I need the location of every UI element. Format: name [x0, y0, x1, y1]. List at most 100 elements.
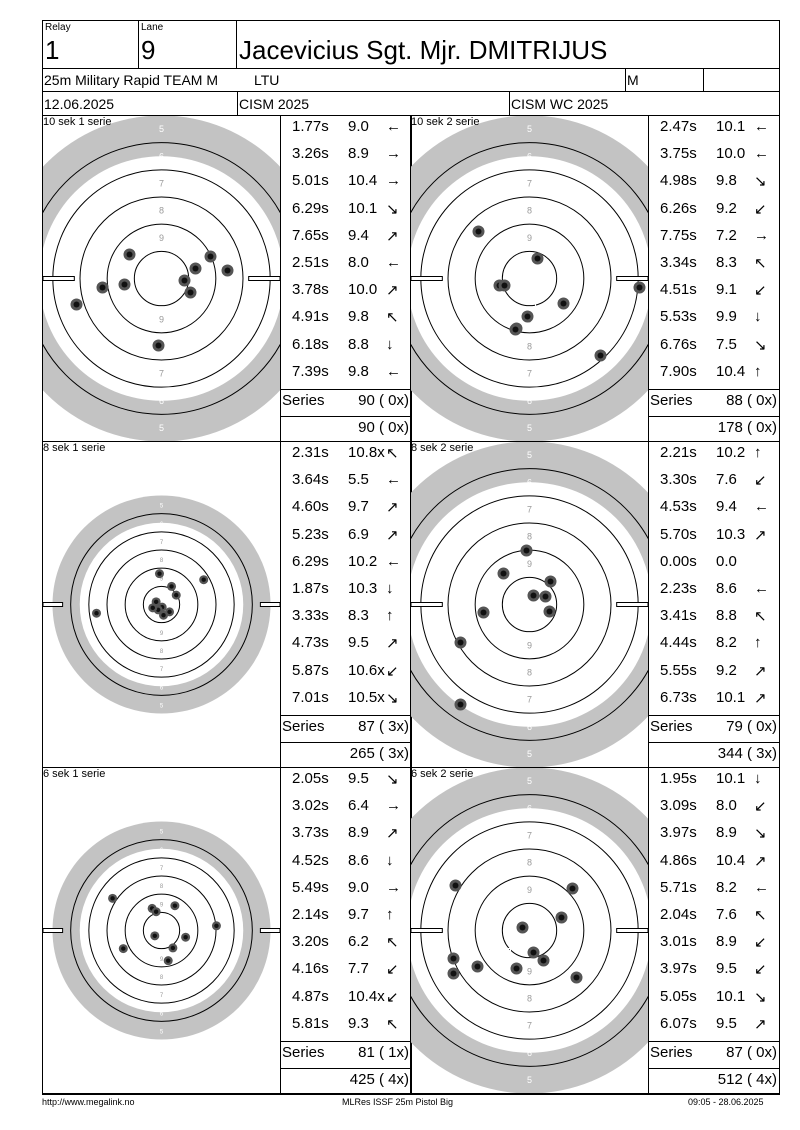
target-ring	[88, 857, 235, 1004]
shot-hole	[472, 225, 485, 238]
shot-direction-arrow-icon: ↙	[754, 282, 767, 300]
shot-hole	[221, 264, 234, 277]
shot-direction-arrow-icon: ↑	[754, 634, 762, 652]
shot-score: 8.9	[716, 824, 737, 842]
shot-direction-arrow-icon: ↙	[754, 934, 767, 952]
shot-direction-arrow-icon: ↙	[386, 988, 399, 1006]
shot-time: 2.05s	[292, 770, 329, 787]
shot-direction-arrow-icon: ↓	[386, 335, 394, 353]
ring-number: 5	[160, 830, 164, 836]
shot-hole	[167, 581, 177, 591]
shot-score: 9.1	[716, 281, 737, 299]
target-side-bar	[43, 928, 64, 933]
series-title: 6 sek 2 serie	[411, 768, 474, 780]
ring-number: 8	[159, 206, 164, 216]
relay-cell: Relay 1	[42, 20, 139, 69]
shot-time: 2.04s	[660, 906, 697, 923]
ring-number: 8	[527, 667, 532, 677]
ring-number: 8	[527, 993, 532, 1003]
shot-direction-arrow-icon: ↘	[754, 173, 767, 191]
shot-direction-arrow-icon: ↗	[386, 282, 399, 300]
shot-score: 0.0	[716, 552, 737, 570]
shot-score: 10.4	[348, 172, 378, 190]
shot-score: 9.5	[716, 960, 737, 978]
shot-direction-arrow-icon: ↑	[386, 906, 394, 923]
ring-number: 5	[160, 504, 164, 510]
shot-direction-arrow-icon: →	[386, 797, 401, 815]
shot-direction-arrow-icon: ↗	[386, 499, 399, 517]
target-side-bar	[411, 928, 443, 933]
ring-number: 7	[160, 667, 164, 673]
footer-link[interactable]: http://www.megalink.no	[42, 1097, 135, 1107]
series-total: 81 ( 1x)	[358, 1044, 409, 1061]
shot-direction-arrow-icon: ←	[386, 362, 401, 380]
shot-score: 9.8	[716, 172, 737, 190]
target-side-bar	[411, 276, 443, 281]
shot-time: 5.70s	[660, 525, 697, 543]
shot-direction-arrow-icon: ↗	[386, 227, 399, 245]
series-total: 79 ( 0x)	[726, 718, 777, 735]
shot-direction-arrow-icon: ↖	[386, 1015, 399, 1033]
target-ring	[70, 513, 253, 696]
shot-hole	[148, 603, 158, 613]
ring-number: 8	[527, 532, 532, 542]
shot-hole	[521, 310, 534, 323]
shot-hole	[178, 274, 191, 287]
shooter-name: Jacevicius Sgt. Mjr. DMITRIJUS	[239, 35, 608, 65]
shot-hole	[92, 608, 102, 618]
blank-cell	[703, 68, 780, 92]
shot-score: 9.0	[348, 118, 369, 135]
ring-number: 7	[159, 178, 164, 188]
shot-score: 9.2	[716, 199, 737, 217]
ring-number: 8	[527, 341, 532, 351]
ring-number: 6	[527, 1048, 532, 1058]
shot-score: 9.7	[348, 906, 369, 923]
shot-hole	[189, 262, 202, 275]
total-divider	[648, 742, 780, 744]
shot-score: 8.6	[716, 580, 737, 597]
ring-number: 5	[527, 423, 532, 433]
target-white-zone	[411, 156, 648, 401]
shot-direction-arrow-icon: ↘	[386, 200, 399, 218]
shot-hole	[454, 636, 467, 649]
target-ring	[501, 902, 558, 959]
shot-score: 10.3	[348, 580, 378, 597]
series-divider	[280, 1041, 412, 1042]
shot-score: 10.0	[716, 145, 746, 163]
group-centre-cross	[527, 292, 544, 309]
series-title: 8 sek 2 serie	[411, 442, 474, 454]
series-label: Series	[282, 718, 325, 735]
shot-hole	[557, 297, 570, 310]
shot-score: 9.7	[348, 498, 369, 516]
shot-direction-arrow-icon: ↙	[754, 798, 767, 816]
target-ring	[501, 250, 558, 307]
ring-number: 7	[527, 369, 532, 379]
ring-number: 6	[527, 477, 532, 487]
shot-time: 2.31s	[292, 444, 329, 461]
ring-number: 5	[160, 703, 164, 709]
ring-number: 6	[159, 151, 164, 161]
shot-time: 4.52s	[292, 851, 329, 869]
shot-time: 6.76s	[660, 335, 697, 353]
target-white-zone	[411, 482, 648, 727]
shot-time: 5.01s	[292, 172, 329, 190]
ring-number: 6	[160, 1011, 164, 1017]
shot-time: 7.39s	[292, 362, 329, 380]
shot-score: 10.8x	[348, 444, 385, 461]
target-ring	[79, 196, 244, 361]
ring-number: 7	[159, 369, 164, 379]
shot-hole	[447, 952, 460, 965]
ring-number: 7	[527, 178, 532, 188]
shot-hole	[163, 956, 173, 966]
shot-hole	[159, 610, 169, 620]
shot-score: 8.8	[716, 607, 737, 625]
target-side-bar	[43, 602, 64, 607]
target-ring	[447, 196, 612, 361]
shot-hole	[509, 323, 522, 336]
shot-direction-arrow-icon: ↖	[386, 934, 399, 952]
series-label: Series	[650, 718, 693, 735]
